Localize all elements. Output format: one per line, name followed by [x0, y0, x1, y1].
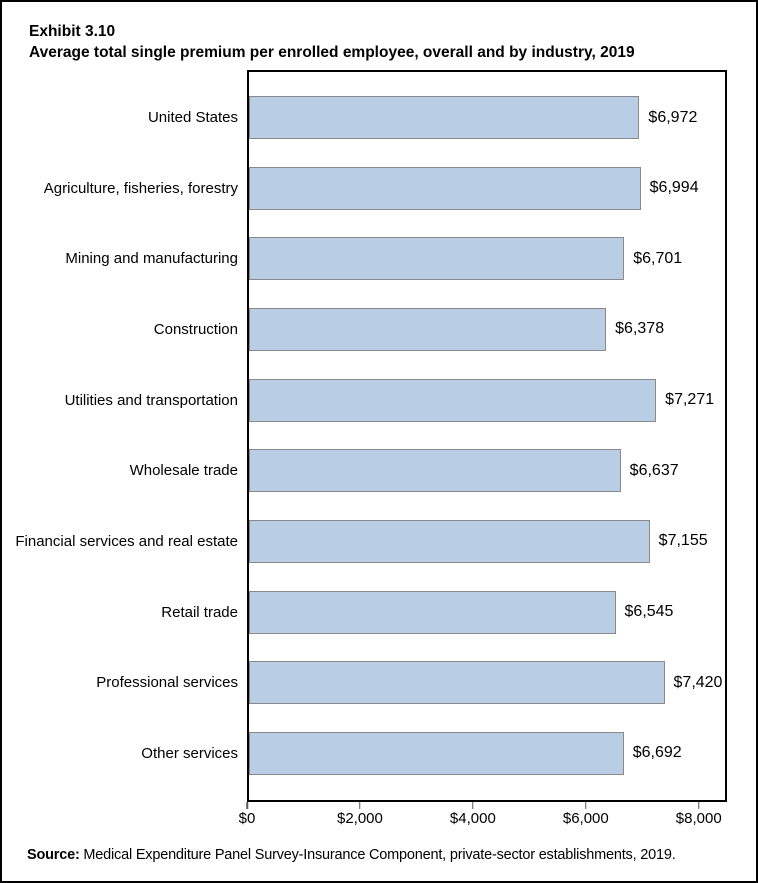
source-label: Source: [27, 847, 80, 863]
category-label: Utilities and transportation [64, 391, 238, 409]
x-axis [246, 802, 727, 810]
bar-row: $6,545 [249, 590, 725, 634]
x-axis-tick [246, 802, 248, 809]
bar [249, 307, 607, 351]
bar [249, 731, 624, 775]
category-label: Wholesale trade [129, 462, 238, 480]
chart-header: Exhibit 3.10 Average total single premiu… [29, 21, 635, 63]
bar-row: $6,994 [249, 166, 725, 210]
x-axis-tick [585, 802, 587, 809]
source-text: Medical Expenditure Panel Survey-Insuran… [79, 847, 676, 863]
category-axis: United States Agriculture, fisheries, for… [2, 70, 247, 802]
x-axis-tick-label: $4,000 [449, 810, 496, 827]
category-label: Professional services [96, 674, 238, 692]
category-label: Agriculture, fisheries, forestry [43, 179, 238, 197]
bar-row: $6,637 [249, 449, 725, 493]
bar [249, 590, 616, 634]
source-note: Source: Medical Expenditure Panel Survey… [27, 847, 676, 863]
bar-value-label: $6,545 [624, 603, 674, 621]
bar-row: $6,692 [249, 731, 725, 775]
bar-row: $6,701 [249, 237, 725, 281]
x-axis-tick-label: $2,000 [336, 810, 383, 827]
bar-value-label: $6,972 [648, 108, 698, 126]
category-label: United States [147, 109, 238, 126]
bar-value-label: $7,155 [658, 532, 708, 550]
bar [249, 378, 657, 422]
category-label: Construction [153, 320, 238, 338]
x-axis-tick [698, 802, 700, 809]
bar-value-label: $7,271 [665, 391, 715, 409]
bar [249, 519, 650, 563]
bar-row: $6,378 [249, 307, 725, 351]
bar [249, 661, 665, 705]
bar-row: $6,972 [249, 96, 725, 139]
bar-value-label: $6,637 [629, 461, 679, 479]
bar-row: $7,155 [249, 519, 725, 563]
bar-value-label: $7,420 [673, 673, 723, 691]
bar-value-label: $6,994 [649, 179, 699, 197]
category-label: Retail trade [161, 603, 238, 621]
bar-row: $7,420 [249, 661, 725, 705]
bar [249, 96, 640, 139]
x-axis-tick-label: $6,000 [562, 810, 609, 827]
bar-row: $7,271 [249, 378, 725, 422]
x-axis-tick [359, 802, 361, 809]
category-label: Other services [141, 744, 238, 762]
category-label: Mining and manufacturing [65, 250, 238, 268]
x-axis-labels: $0 $2,000 $4,000 $6,000 $8,000 [239, 810, 727, 830]
bar-value-label: $6,692 [632, 744, 682, 762]
x-axis-tick-label: $8,000 [675, 810, 722, 827]
chart-title: Average total single premium per enrolle… [29, 44, 635, 61]
x-axis-tick [472, 802, 474, 809]
bar-value-label: $6,378 [615, 320, 665, 338]
plot-area: $6,972 $6,994 $6,701 $6,378 $7,271 $6,637 $7,1… [247, 70, 727, 802]
bar [249, 237, 625, 281]
category-label: Financial services and real estate [15, 532, 238, 550]
exhibit-number: Exhibit 3.10 [29, 23, 116, 40]
x-axis-tick-label: $0 [238, 810, 256, 827]
bar [249, 166, 641, 210]
bar [249, 449, 621, 493]
bar-value-label: $6,701 [633, 249, 683, 267]
